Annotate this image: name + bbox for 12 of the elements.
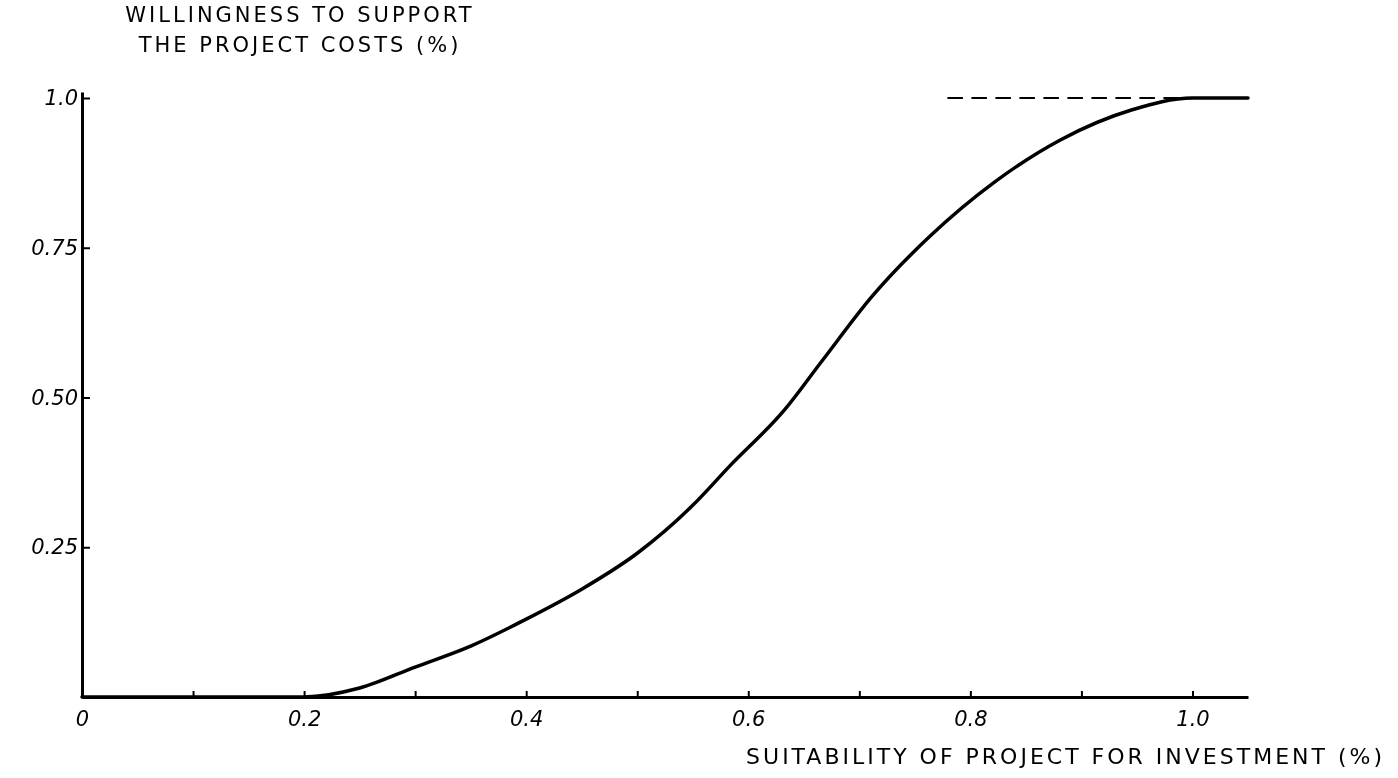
x-tick-label: 0 [75, 706, 90, 731]
x-axis-title: SUITABILITY OF PROJECT FOR INVESTMENT (%) [746, 744, 1385, 769]
x-tick-label: 1.0 [1176, 706, 1210, 731]
x-tick-label: 0.2 [287, 706, 322, 731]
y-axis-title: WILLINGNESS TO SUPPORT THE PROJECT COSTS (%) [125, 3, 475, 57]
x-tick-label: 0.8 [954, 706, 988, 731]
x-tick-label: 0.6 [732, 706, 766, 731]
x-tick-label: 0.4 [509, 706, 544, 731]
y-tick-label: 0.50 [31, 385, 78, 410]
y-tick-label: 0.75 [31, 235, 78, 260]
y-tick-label: 0.25 [31, 535, 78, 560]
y-tick-label: 1.0 [44, 86, 78, 111]
